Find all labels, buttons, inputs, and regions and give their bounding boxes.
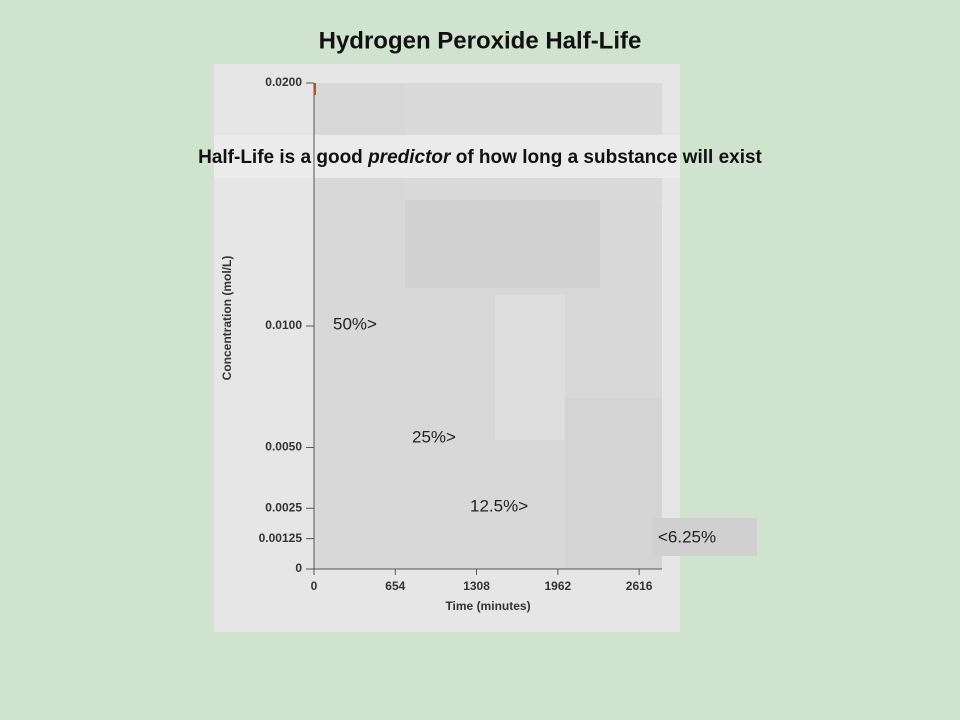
x-tick-label: 1308 — [463, 579, 490, 593]
annotation-box — [653, 518, 757, 556]
y-tick-label: 0.0100 — [265, 318, 302, 332]
subtitle-part: of how long a substance will exist — [456, 147, 763, 168]
y-tick-label: 0.00125 — [259, 531, 303, 545]
annotation: 25%> — [412, 427, 456, 446]
annotation: 12.5%> — [470, 496, 528, 515]
x-tick-label: 1962 — [544, 579, 571, 593]
x-tick-label: 654 — [385, 579, 405, 593]
chart-title: Hydrogen Peroxide Half-Life — [319, 27, 642, 54]
x-tick-label: 2616 — [626, 579, 653, 593]
x-axis-label: Time (minutes) — [445, 599, 530, 613]
cover-box — [565, 398, 662, 569]
y-tick-label: 0.0025 — [265, 500, 302, 514]
cover-box — [405, 200, 600, 288]
subtitle-band — [214, 135, 680, 178]
annotation: <6.25% — [658, 527, 716, 546]
x-tick-label: 0 — [311, 579, 318, 593]
y-tick-label: 0 — [295, 561, 302, 575]
y-tick-label: 0.0200 — [265, 75, 302, 89]
cover-box — [495, 295, 565, 440]
subtitle-emphasis: predictor — [367, 147, 452, 168]
subtitle-part: Half-Life is a good — [198, 147, 363, 168]
y-axis-label: Concentration (mol/L) — [220, 256, 234, 381]
annotation: 50%> — [333, 314, 377, 333]
y-tick-label: 0.0050 — [265, 440, 302, 454]
subtitle: Half-Life is a good predictor of how lon… — [198, 147, 762, 168]
